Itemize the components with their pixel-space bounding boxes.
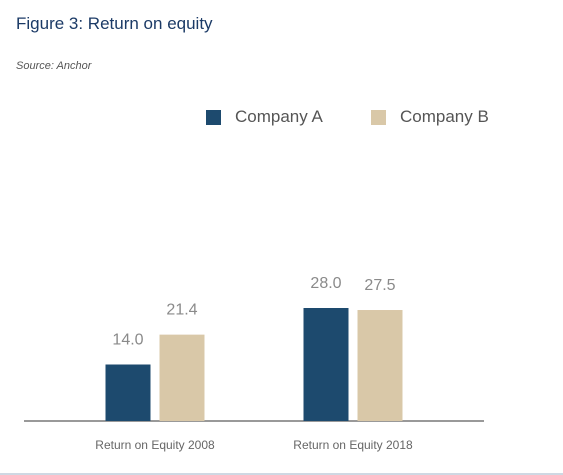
legend-swatch-company-b (371, 109, 386, 125)
legend-label-company-a: Company A (235, 107, 323, 126)
bar-series-0-category-0 (105, 364, 151, 421)
figure-title: Figure 3: Return on equity (16, 14, 213, 33)
data-label-series-1-category-0: 21.4 (166, 302, 197, 319)
data-label-series-0-category-1: 28.0 (310, 275, 341, 292)
bar-series-1-category-0 (159, 334, 205, 421)
figure-source: Source: Anchor (16, 60, 92, 72)
data-label-series-0-category-0: 14.0 (112, 332, 143, 349)
legend-swatch-company-a (206, 109, 221, 125)
bottom-divider (0, 473, 563, 475)
x-tick-label-1: Return on Equity 2018 (293, 438, 413, 452)
legend-item-company-a: Company A (206, 107, 323, 127)
legend-item-company-b: Company B (371, 107, 489, 127)
legend-label-company-b: Company B (400, 107, 489, 126)
x-tick-label-0: Return on Equity 2008 (95, 438, 215, 452)
data-label-series-1-category-1: 27.5 (364, 277, 395, 294)
bar-series-1-category-1 (357, 310, 403, 421)
bar-series-0-category-1 (303, 308, 349, 421)
